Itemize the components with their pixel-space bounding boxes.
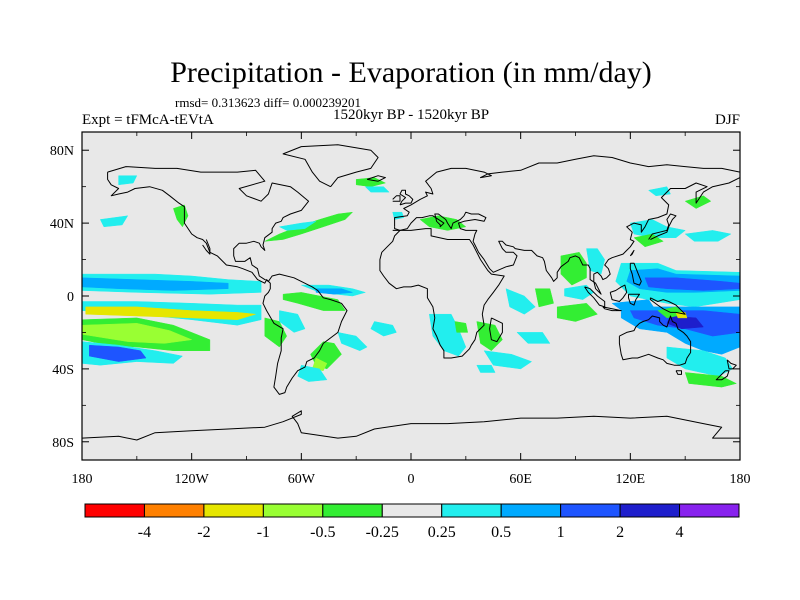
coastline-5: [489, 317, 503, 343]
contour-region-21: [100, 215, 128, 228]
contour-region-38: [556, 303, 598, 322]
coastline-12: [629, 249, 635, 257]
coastline-2: [282, 144, 379, 188]
coastline-7: [394, 177, 741, 295]
contour-region-20: [118, 175, 138, 186]
x-tick-label-3: 0: [408, 472, 415, 487]
colorbar-label-0: -4: [138, 524, 151, 541]
contour-region-37: [564, 284, 595, 300]
y-tick-label-4: 80S: [52, 436, 74, 451]
coastline-8: [399, 189, 414, 206]
chart-title: Precipitation - Evaporation (in mm/day): [170, 56, 652, 89]
colorbar-swatch-9: [619, 503, 681, 518]
contour-region-34: [535, 288, 554, 308]
colorbar-swatch-1: [143, 503, 205, 518]
x-tick-label-0: 180: [72, 472, 93, 487]
colorbar-swatch-2: [203, 503, 264, 518]
contour-region-27: [429, 313, 467, 357]
center-label: 1520kyr BP - 1520kyr BP: [333, 107, 489, 123]
left-label: Expt = tFMcA-tEVtA: [82, 112, 214, 128]
colorbar-swatch-0: [84, 503, 145, 518]
x-tick-label-4: 60E: [509, 472, 532, 487]
coastline-23: [81, 410, 740, 441]
colorbar-swatch-7: [500, 503, 562, 518]
coastline-16: [609, 284, 628, 302]
coastline-18: [649, 297, 686, 315]
colorbar-label-3: -0.5: [310, 524, 335, 541]
contour-region-16: [297, 364, 328, 382]
colorbar-label-8: 2: [616, 524, 624, 541]
contour-fills: [81, 175, 741, 388]
contour-region-26: [370, 321, 397, 337]
colorbar-label-6: 0.5: [491, 524, 511, 541]
stats-text: rmsd= 0.313623 diff= 0.000239201: [175, 95, 361, 110]
x-tick-label-2: 60W: [288, 472, 316, 487]
contour-region-53: [666, 346, 733, 377]
colorbar-label-9: 4: [676, 524, 684, 541]
colorbar-swatch-10: [679, 503, 740, 518]
x-tick-label-1: 120W: [175, 472, 210, 487]
colorbar-swatch-3: [262, 503, 324, 518]
colorbar-label-7: 1: [557, 524, 565, 541]
contour-region-15: [312, 357, 328, 371]
coastline-1: [202, 239, 211, 255]
contour-region-31: [476, 364, 496, 373]
contour-region-12: [315, 288, 353, 295]
contour-region-33: [505, 288, 536, 315]
coastline-0: [107, 166, 310, 284]
contour-region-50: [666, 315, 704, 330]
colorbar-swatch-8: [560, 503, 621, 518]
axes: 180 120W 60W 0 60E 120E 180 80N 40N 0 40S 80S: [50, 132, 751, 487]
coastline-21: [726, 359, 737, 370]
contour-region-9: [279, 310, 306, 333]
y-tick-label-0: 80N: [50, 144, 74, 159]
coastlines: [81, 144, 741, 441]
y-tick-label-1: 40N: [50, 217, 74, 232]
right-label: DJF: [715, 112, 740, 128]
contour-region-28: [476, 321, 503, 351]
contour-region-54: [684, 372, 737, 388]
contour-region-42: [684, 230, 732, 242]
coastline-19: [618, 315, 692, 366]
contour-region-5: [81, 323, 192, 344]
contour-region-23: [365, 186, 390, 193]
coastline-3: [262, 273, 348, 395]
y-tick-label-3: 40S: [52, 363, 74, 378]
colorbar-swatch-5: [381, 503, 443, 518]
colorbar-label-2: -1: [257, 524, 270, 541]
colorbar-label-1: -2: [197, 524, 210, 541]
coastline-20: [675, 370, 682, 375]
contour-region-43: [684, 195, 712, 209]
contour-region-32: [516, 332, 551, 344]
contour-region-10: [282, 292, 346, 311]
y-tick-label-2: 0: [67, 290, 74, 305]
contour-region-7: [89, 344, 147, 362]
map-area: [81, 131, 741, 461]
contour-region-18: [279, 221, 317, 231]
x-tick-label-6: 180: [730, 472, 751, 487]
coastline-17: [628, 293, 640, 306]
coastline-15: [602, 306, 622, 312]
contour-region-25: [419, 215, 467, 231]
contour-region-13: [337, 332, 368, 351]
contour-region-3: [85, 306, 256, 320]
coastline-22: [715, 370, 730, 381]
contour-region-40: [630, 219, 686, 238]
colorbar-label-5: 0.25: [428, 524, 456, 541]
coastline-13: [629, 262, 642, 286]
coastline-6: [394, 155, 741, 227]
coastline-4: [379, 228, 505, 359]
colorbar-swatch-4: [322, 503, 383, 518]
coastline-11: [648, 213, 677, 240]
colorbar-label-4: -0.25: [366, 524, 399, 541]
contour-region-29: [454, 321, 468, 333]
coastline-10: [366, 175, 386, 182]
contour-region-30: [483, 350, 532, 370]
coastline-9: [392, 195, 401, 202]
contour-region-1: [81, 277, 229, 291]
colorbar-swatch-6: [441, 503, 502, 518]
x-tick-label-5: 120E: [616, 472, 646, 487]
colorbar: -4 -2 -1 -0.5 -0.25 0.25 0.5 1 2 4: [84, 503, 740, 541]
